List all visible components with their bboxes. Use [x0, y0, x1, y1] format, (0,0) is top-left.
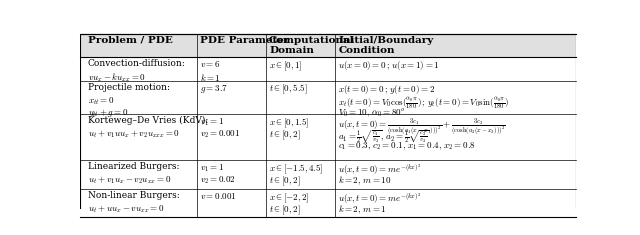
- Text: $x \in [-2, 2]$: $x \in [-2, 2]$: [269, 192, 309, 205]
- Text: $x \in [0, 1]$: $x \in [0, 1]$: [269, 59, 303, 73]
- Text: $u_t + v_1uu_x + v_2u_{xxx} = 0$: $u_t + v_1uu_x + v_2u_{xxx} = 0$: [88, 129, 180, 140]
- Bar: [80, 34, 576, 57]
- Text: $k = 1$: $k = 1$: [200, 72, 220, 83]
- Text: Convection-diffusion:: Convection-diffusion:: [88, 59, 186, 68]
- Text: Korteweg–De Vries (KdV):: Korteweg–De Vries (KdV):: [88, 116, 208, 125]
- Text: $a_1 = \frac{1}{2}\sqrt{\frac{c_1}{v_2}},\,a_2 = \frac{1}{2}\sqrt{\frac{c_2}{v_2: $a_1 = \frac{1}{2}\sqrt{\frac{c_1}{v_2}}…: [339, 129, 430, 145]
- Text: $V_0 = 10,\,\alpha_0 = 80^o$: $V_0 = 10,\,\alpha_0 = 80^o$: [339, 107, 406, 120]
- Text: Computational
Domain: Computational Domain: [269, 36, 355, 55]
- Text: $k = 2,\,m = 1$: $k = 2,\,m = 1$: [339, 204, 387, 216]
- Text: Linearized Burgers:: Linearized Burgers:: [88, 162, 179, 172]
- Text: Initial/Boundary
Condition: Initial/Boundary Condition: [339, 36, 434, 55]
- Text: $x_t(t=0) = V_0\cos(\frac{\alpha_0\pi}{180})\,;\,y_t(t=0) = V_0\sin(\frac{\alpha: $x_t(t=0) = V_0\cos(\frac{\alpha_0\pi}{1…: [339, 95, 510, 111]
- Text: $k = 2,\,m = 10$: $k = 2,\,m = 10$: [339, 175, 392, 187]
- Text: $v = 0.001$: $v = 0.001$: [200, 192, 236, 201]
- Text: Non-linear Burgers:: Non-linear Burgers:: [88, 192, 180, 200]
- Text: Projectile motion:: Projectile motion:: [88, 83, 170, 92]
- Text: $x_{tt} = 0$: $x_{tt} = 0$: [88, 95, 115, 107]
- Text: $u_t + v_1u_x - v_2u_{xx} = 0$: $u_t + v_1u_x - v_2u_{xx} = 0$: [88, 175, 171, 186]
- Text: $v = 6$: $v = 6$: [200, 59, 220, 69]
- Text: $x \in [0, 1.5]$: $x \in [0, 1.5]$: [269, 116, 309, 130]
- Text: $v_1 = 1$: $v_1 = 1$: [200, 162, 224, 174]
- Text: $t \in [0, 2]$: $t \in [0, 2]$: [269, 204, 301, 217]
- Text: $vu_x - ku_{xx} = 0$: $vu_x - ku_{xx} = 0$: [88, 72, 146, 84]
- Text: PDE Parameter: PDE Parameter: [200, 36, 289, 45]
- Text: Problem / PDE: Problem / PDE: [88, 36, 173, 45]
- Text: $g = 3.7$: $g = 3.7$: [200, 83, 227, 95]
- Text: $u(x=0) = 0\,;\,u(x=1) = 1$: $u(x=0) = 0\,;\,u(x=1) = 1$: [339, 59, 440, 72]
- Text: $x \in [-1.5, 4.5]$: $x \in [-1.5, 4.5]$: [269, 162, 323, 176]
- Text: $u_t + uu_x - vu_{xx} = 0$: $u_t + uu_x - vu_{xx} = 0$: [88, 204, 164, 215]
- Text: $u(x,t=0) = \frac{3c_1}{(\cosh(a_1(x-x_1)))^2} + \frac{3c_2}{(\cosh(a_2(x-x_2))): $u(x,t=0) = \frac{3c_1}{(\cosh(a_1(x-x_1…: [339, 116, 506, 138]
- Text: $y_{tt} + g = 0$: $y_{tt} + g = 0$: [88, 107, 129, 119]
- Text: $u(x,t=0) = me^{-(kx)^2}$: $u(x,t=0) = me^{-(kx)^2}$: [339, 192, 422, 206]
- Text: $c_1 = 0.3,\,c_2 = 0.1,\,x_1 = 0.4,\,x_2 = 0.8$: $c_1 = 0.3,\,c_2 = 0.1,\,x_1 = 0.4,\,x_2…: [339, 141, 476, 153]
- Text: $x(t=0) = 0\,;\,y(t=0) = 2$: $x(t=0) = 0\,;\,y(t=0) = 2$: [339, 83, 436, 96]
- Text: $t \in [0, 2]$: $t \in [0, 2]$: [269, 129, 301, 142]
- Text: $t \in [0, 2]$: $t \in [0, 2]$: [269, 175, 301, 188]
- Text: $u(x,t=0) = me^{-(kx)^2}$: $u(x,t=0) = me^{-(kx)^2}$: [339, 162, 422, 177]
- Text: $t \in [0, 5.5]$: $t \in [0, 5.5]$: [269, 83, 308, 96]
- Text: $v_1 = 1$: $v_1 = 1$: [200, 116, 224, 128]
- Text: $v_2 = 0.02$: $v_2 = 0.02$: [200, 175, 236, 186]
- Text: $v_2 = 0.001$: $v_2 = 0.001$: [200, 129, 240, 140]
